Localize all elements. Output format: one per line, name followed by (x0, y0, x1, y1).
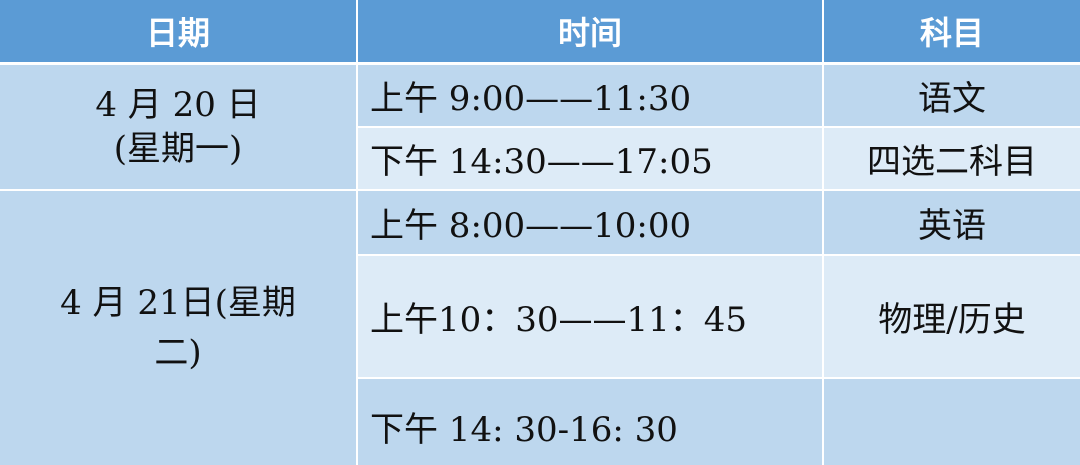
subject-cell: 物理/历史 (824, 256, 1080, 377)
subject-cell (824, 379, 1080, 465)
date-line: 4 月 21日(星期 (60, 283, 296, 323)
date-weekday: (星期一) (113, 129, 243, 169)
header-subject: 科目 (824, 0, 1080, 62)
time-cell: 下午 14: 30-16: 30 (358, 379, 822, 465)
subject-cell: 英语 (824, 191, 1080, 254)
subject-cell: 四选二科目 (824, 128, 1080, 189)
time-cell: 上午 9:00——11:30 (358, 65, 822, 126)
subject-cell: 语文 (824, 65, 1080, 126)
date-cell: 4 月 21日(星期 二) (0, 191, 356, 465)
time-cell: 上午 8:00——10:00 (358, 191, 822, 254)
date-line: 4 月 20 日 (95, 85, 261, 125)
date-cell: 4 月 20 日 (星期一) (0, 65, 356, 189)
date-weekday: 二) (154, 333, 202, 373)
time-cell: 上午10：30——11：45 (358, 256, 822, 377)
header-date: 日期 (0, 0, 356, 62)
header-time: 时间 (358, 0, 822, 62)
time-cell: 下午 14:30——17:05 (358, 128, 822, 189)
